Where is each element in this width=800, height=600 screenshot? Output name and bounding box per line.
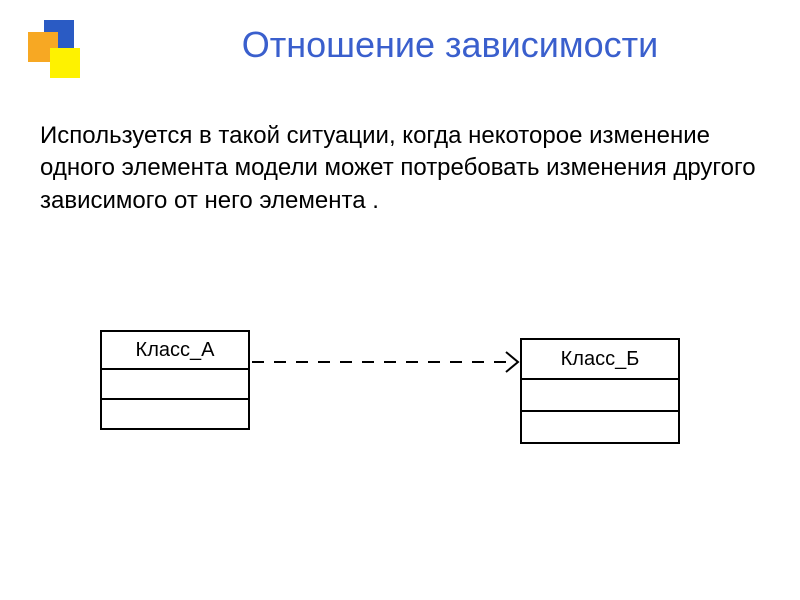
uml-class-b: Класс_Б <box>520 338 680 444</box>
deco-square-yellow <box>50 48 80 78</box>
class-a-ops <box>102 400 248 428</box>
uml-class-a: Класс_А <box>100 330 250 430</box>
corner-decoration <box>28 20 88 80</box>
class-a-attrs <box>102 370 248 400</box>
class-a-name: Класс_А <box>102 332 248 370</box>
class-b-attrs <box>522 380 678 412</box>
class-b-ops <box>522 412 678 442</box>
slide-body: Используется в такой ситуации, когда нек… <box>40 120 760 217</box>
arrow-head <box>506 352 518 372</box>
slide-title: Отношение зависимости <box>140 24 760 66</box>
uml-dependency-diagram: Класс_А Класс_Б <box>80 320 720 480</box>
class-b-name: Класс_Б <box>522 340 678 380</box>
